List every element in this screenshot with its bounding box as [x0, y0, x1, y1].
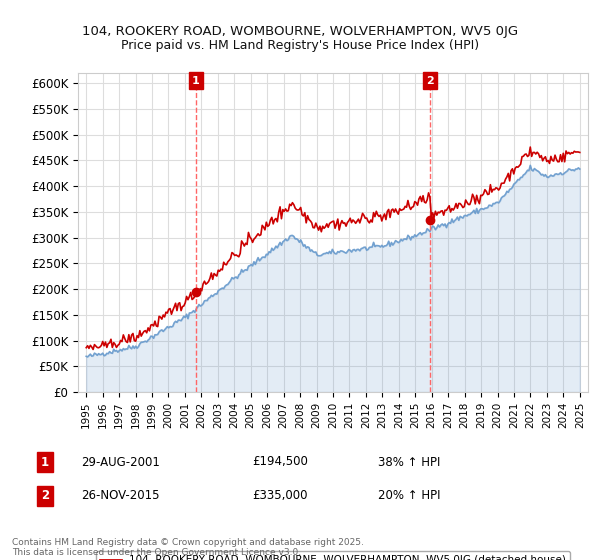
Legend: 104, ROOKERY ROAD, WOMBOURNE, WOLVERHAMPTON, WV5 0JG (detached house), HPI: Aver: 104, ROOKERY ROAD, WOMBOURNE, WOLVERHAMP…: [96, 551, 570, 560]
Text: £194,500: £194,500: [252, 455, 308, 469]
Text: 104, ROOKERY ROAD, WOMBOURNE, WOLVERHAMPTON, WV5 0JG: 104, ROOKERY ROAD, WOMBOURNE, WOLVERHAMP…: [82, 25, 518, 38]
Text: 38% ↑ HPI: 38% ↑ HPI: [378, 455, 440, 469]
Text: 20% ↑ HPI: 20% ↑ HPI: [378, 489, 440, 502]
Text: 1: 1: [41, 455, 49, 469]
Text: 29-AUG-2001: 29-AUG-2001: [81, 455, 160, 469]
Text: 1: 1: [192, 76, 200, 86]
Text: 26-NOV-2015: 26-NOV-2015: [81, 489, 160, 502]
Text: Contains HM Land Registry data © Crown copyright and database right 2025.
This d: Contains HM Land Registry data © Crown c…: [12, 538, 364, 557]
Text: 2: 2: [426, 76, 434, 86]
Text: 2: 2: [41, 489, 49, 502]
Text: £335,000: £335,000: [252, 489, 308, 502]
Text: Price paid vs. HM Land Registry's House Price Index (HPI): Price paid vs. HM Land Registry's House …: [121, 39, 479, 52]
